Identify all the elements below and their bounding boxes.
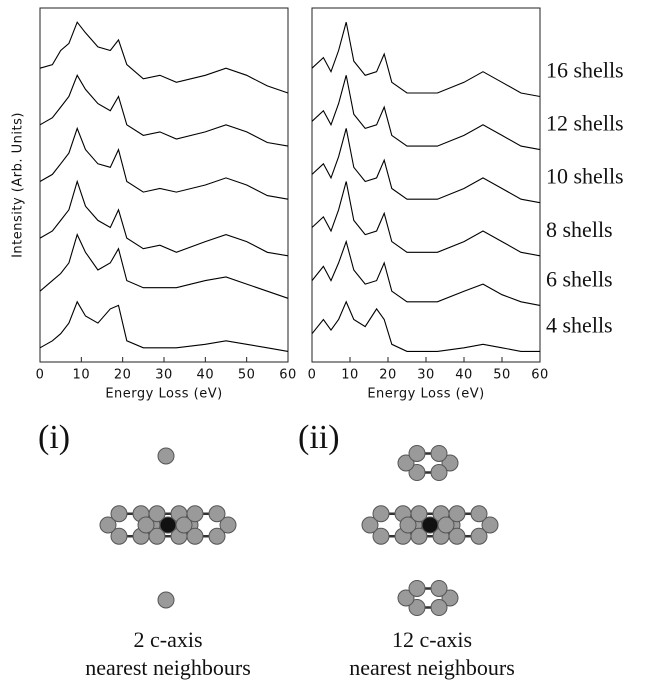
atom <box>372 527 390 545</box>
series-label: 12 shells <box>546 111 624 136</box>
x-tick-label: 50 <box>238 368 256 383</box>
x-tick-label: 60 <box>531 368 549 383</box>
atom <box>408 464 426 482</box>
atom <box>110 527 128 545</box>
x-tick-label: 40 <box>455 368 473 383</box>
structures <box>99 444 499 617</box>
atom <box>430 464 448 482</box>
caption: nearest neighbours <box>85 655 251 680</box>
atom <box>219 516 237 534</box>
atom <box>410 527 428 545</box>
caption: 12 c-axis <box>392 627 472 652</box>
atom <box>470 527 488 545</box>
plot-frame <box>39 7 289 363</box>
series-label: 16 shells <box>546 58 624 83</box>
atom <box>448 527 466 545</box>
x-tick-label: 20 <box>114 368 132 383</box>
x-tick-label: 30 <box>417 368 435 383</box>
atom <box>448 505 466 523</box>
atom <box>481 516 499 534</box>
spectrum-line <box>311 181 541 257</box>
atom <box>397 454 415 472</box>
spectrum-line <box>311 239 541 306</box>
plot-frame <box>311 7 541 363</box>
series-label: 4 shells <box>546 312 613 337</box>
atom <box>186 505 204 523</box>
atom <box>137 516 155 534</box>
atom <box>470 505 488 523</box>
spectrum-line <box>39 300 289 352</box>
atom <box>430 579 448 597</box>
x-tick-label: 10 <box>341 368 359 383</box>
spectrum-line <box>311 300 540 352</box>
panel-label: (ii) <box>298 419 340 456</box>
atom <box>148 527 166 545</box>
spectrum-line <box>39 126 289 200</box>
series-label: 6 shells <box>546 266 613 291</box>
x-tick-label: 10 <box>73 368 91 383</box>
spectrum-line <box>39 74 289 147</box>
spectrum-line <box>311 75 541 151</box>
atom <box>372 505 390 523</box>
x-tick-label: 20 <box>379 368 397 383</box>
atom <box>208 505 226 523</box>
atom <box>157 447 175 465</box>
caption: 2 c-axis <box>133 627 202 652</box>
y-axis-label: Intensity (Arb. Units) <box>11 112 26 258</box>
spectrum-line <box>311 128 541 204</box>
x-tick-label: 40 <box>197 368 215 383</box>
spectrum-line <box>39 233 289 299</box>
atom <box>441 454 459 472</box>
x-tick-label: 60 <box>279 368 297 383</box>
atom <box>408 599 426 617</box>
x-tick-label: 0 <box>308 368 317 383</box>
atom <box>441 589 459 607</box>
atom <box>99 516 117 534</box>
atom <box>208 527 226 545</box>
atom <box>430 444 448 462</box>
spectrum-line <box>39 21 289 94</box>
x-axis-label: Energy Loss (eV) <box>367 387 484 402</box>
atom <box>430 599 448 617</box>
atom <box>408 444 426 462</box>
x-tick-label: 30 <box>155 368 173 383</box>
atom <box>361 516 379 534</box>
atom <box>186 527 204 545</box>
series-label: 8 shells <box>546 217 613 242</box>
atom <box>410 505 428 523</box>
spectrum-line <box>39 179 289 257</box>
x-axis-label: Energy Loss (eV) <box>105 387 222 402</box>
caption: nearest neighbours <box>349 655 515 680</box>
atom <box>421 516 439 534</box>
atom <box>157 591 175 609</box>
atom <box>397 589 415 607</box>
atom <box>159 516 177 534</box>
x-tick-label: 50 <box>493 368 511 383</box>
atom <box>408 579 426 597</box>
atom <box>148 505 166 523</box>
panel-label: (i) <box>38 419 70 456</box>
spectrum-line <box>311 22 541 98</box>
atom <box>110 505 128 523</box>
series-label: 10 shells <box>546 164 624 189</box>
x-tick-label: 0 <box>36 368 45 383</box>
atom <box>399 516 417 534</box>
